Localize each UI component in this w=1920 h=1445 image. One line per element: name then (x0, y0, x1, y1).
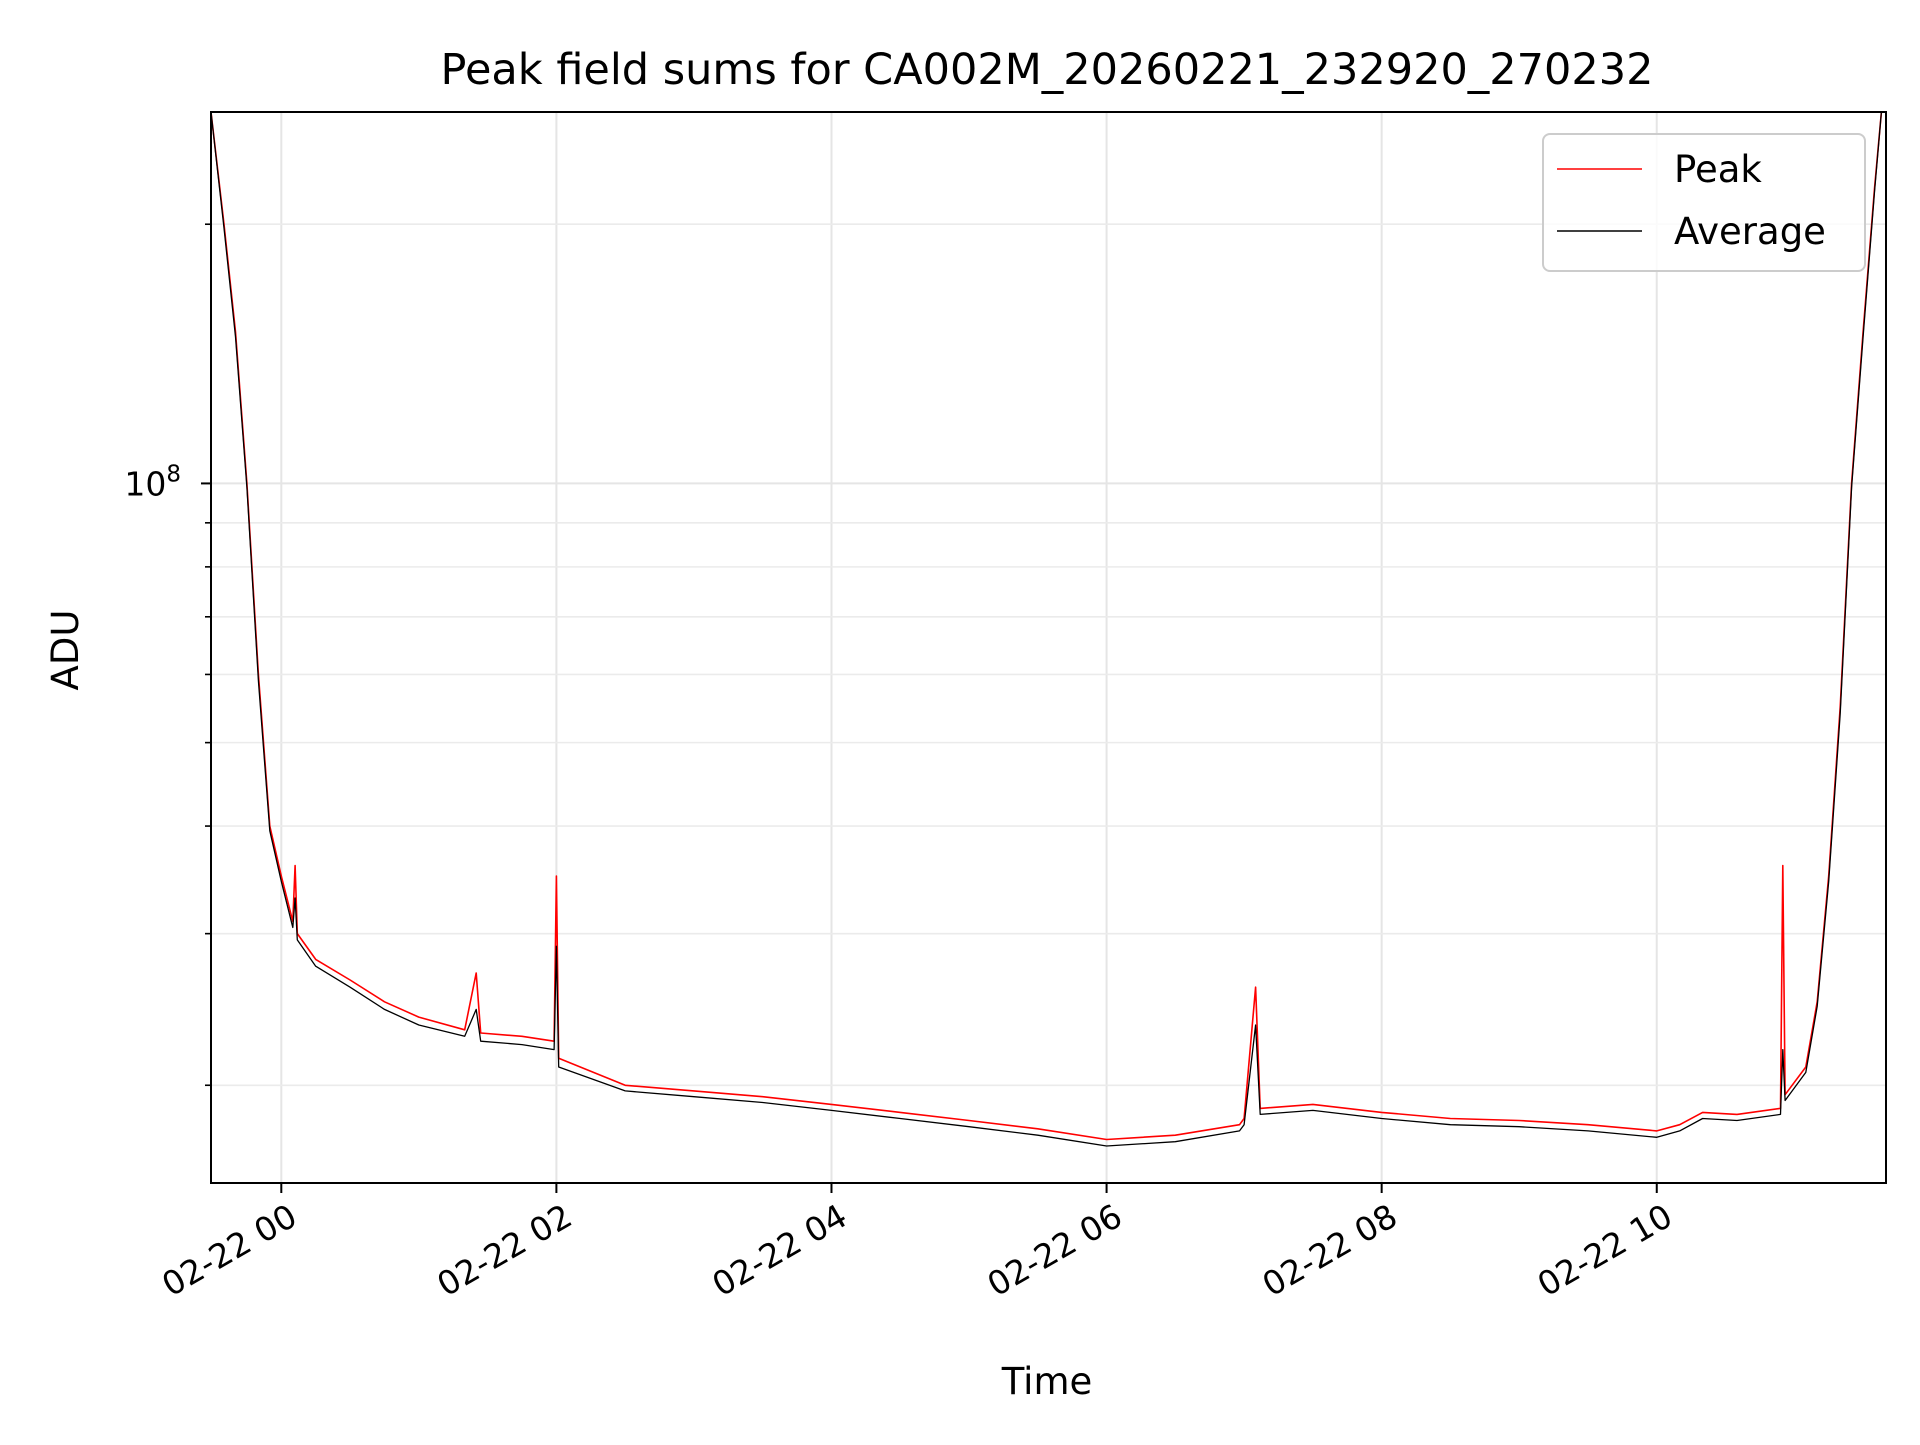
chart-title: Peak field sums for CA002M_20260221_2329… (441, 45, 1654, 95)
series-layer (210, 111, 1883, 1147)
legend: Peak Average (1542, 133, 1866, 272)
series-line-average (210, 111, 1883, 1147)
grid-layer (211, 112, 1886, 1183)
x-axis-label: Time (1001, 1360, 1093, 1403)
legend-label-peak: Peak (1674, 148, 1762, 191)
y-axis-label: ADU (44, 610, 87, 691)
y-tick-label: 108 (124, 461, 181, 503)
legend-label-average: Average (1674, 210, 1826, 253)
plot-frame (210, 111, 1887, 1184)
